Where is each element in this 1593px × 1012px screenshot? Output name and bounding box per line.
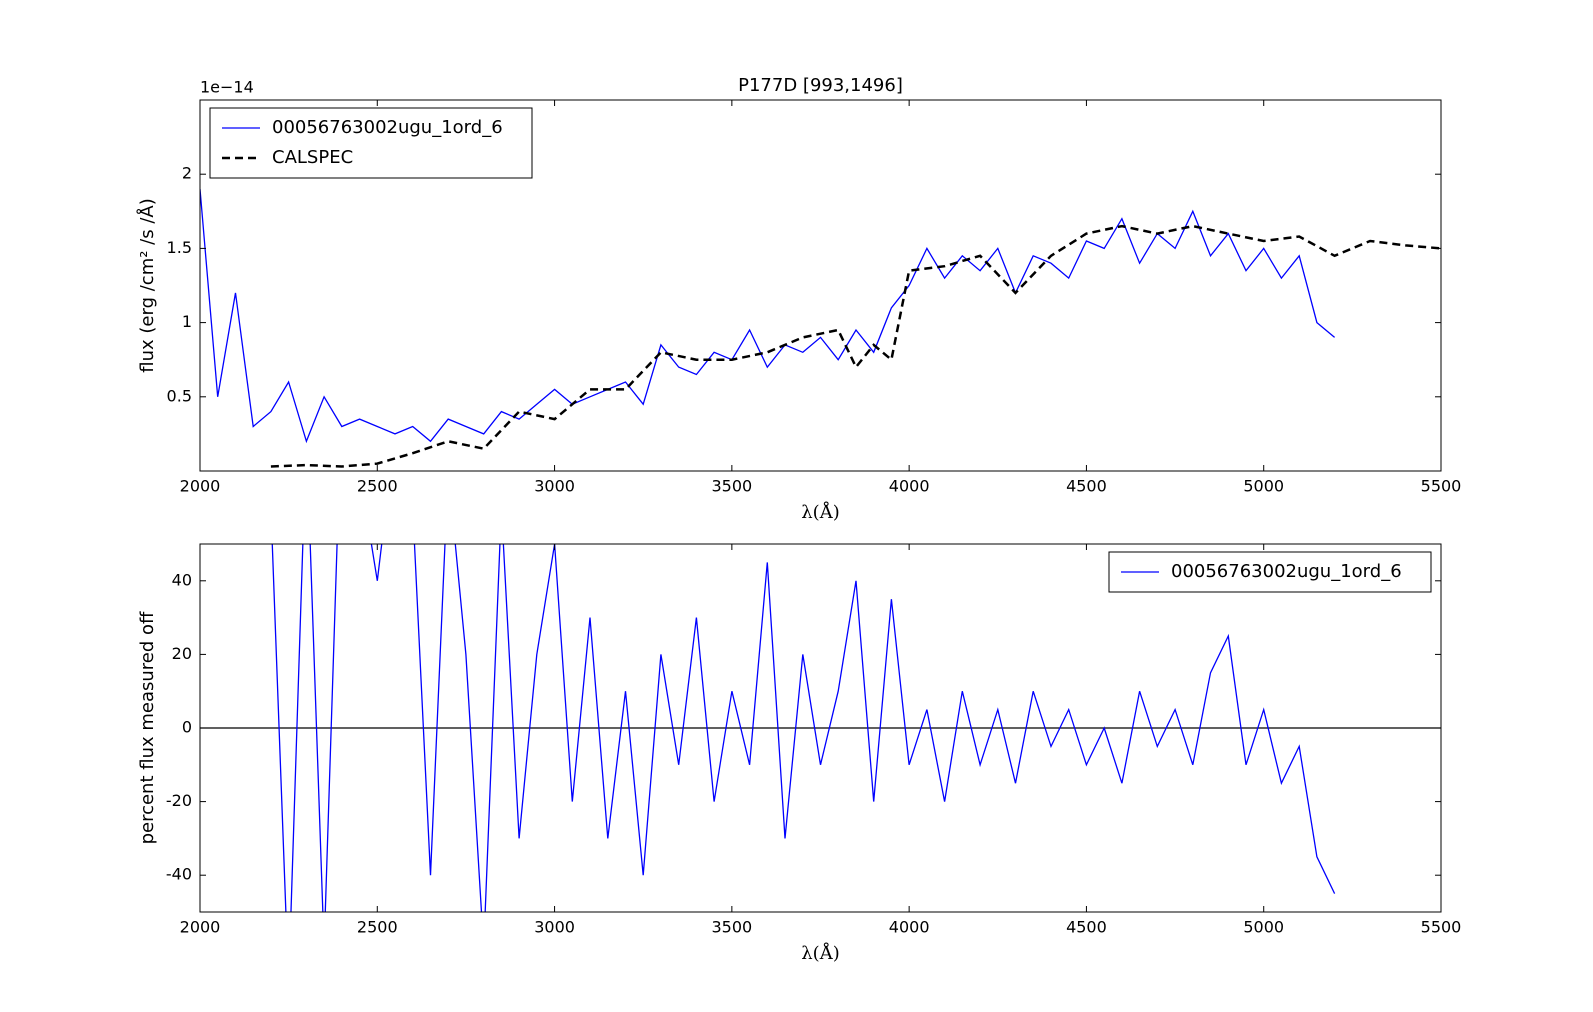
plot-area	[200, 544, 1441, 912]
x-axis-label: λ(Å)	[801, 942, 839, 964]
y-tick-label: 1	[182, 312, 192, 331]
x-tick-label: 3000	[534, 918, 575, 937]
x-tick-label: 2000	[180, 477, 221, 496]
x-tick-label: 4000	[889, 477, 930, 496]
y-tick-label: 2	[182, 164, 192, 183]
y-tick-label: 20	[172, 644, 192, 663]
x-tick-label: 5000	[1243, 918, 1284, 937]
legend-label: 00056763002ugu_1ord_6	[1171, 561, 1402, 582]
x-tick-label: 3000	[534, 477, 575, 496]
chart-title: P177D [993,1496]	[738, 75, 903, 96]
series-line	[270, 224, 1441, 468]
x-tick-label: 5500	[1421, 918, 1462, 937]
y-tick-label: 1.5	[167, 238, 192, 257]
x-tick-label: 3500	[711, 918, 752, 937]
x-tick-label: 2500	[357, 477, 398, 496]
plot-area	[200, 188, 1441, 468]
series-line	[200, 188, 1336, 444]
x-tick-label: 4500	[1066, 477, 1107, 496]
x-tick-label: 2500	[357, 918, 398, 937]
x-tick-label: 4500	[1066, 918, 1107, 937]
y-axis-label: percent flux measured off	[137, 611, 158, 844]
y-offset-label: 1e−14	[200, 78, 254, 97]
x-axis-label: λ(Å)	[801, 501, 839, 523]
x-tick-label: 5500	[1421, 477, 1462, 496]
axes-frame	[199, 99, 1442, 472]
x-tick-label: 3500	[711, 477, 752, 496]
x-tick-label: 2000	[180, 918, 221, 937]
y-tick-label: 0.5	[167, 386, 192, 405]
y-axis-label: flux (erg /cm² /s /Å)	[136, 198, 158, 372]
series-line	[271, 544, 1336, 912]
x-tick-label: 5000	[1243, 477, 1284, 496]
x-tick-label: 4000	[889, 918, 930, 937]
legend-label: 00056763002ugu_1ord_6	[272, 117, 503, 138]
legend-label: CALSPEC	[272, 147, 353, 168]
y-tick-label: -20	[166, 791, 192, 810]
legend-box	[1108, 551, 1432, 593]
y-tick-label: -40	[166, 865, 192, 884]
y-tick-label: 40	[172, 570, 192, 589]
y-tick-label: 0	[182, 718, 192, 737]
legend-box	[209, 107, 533, 179]
